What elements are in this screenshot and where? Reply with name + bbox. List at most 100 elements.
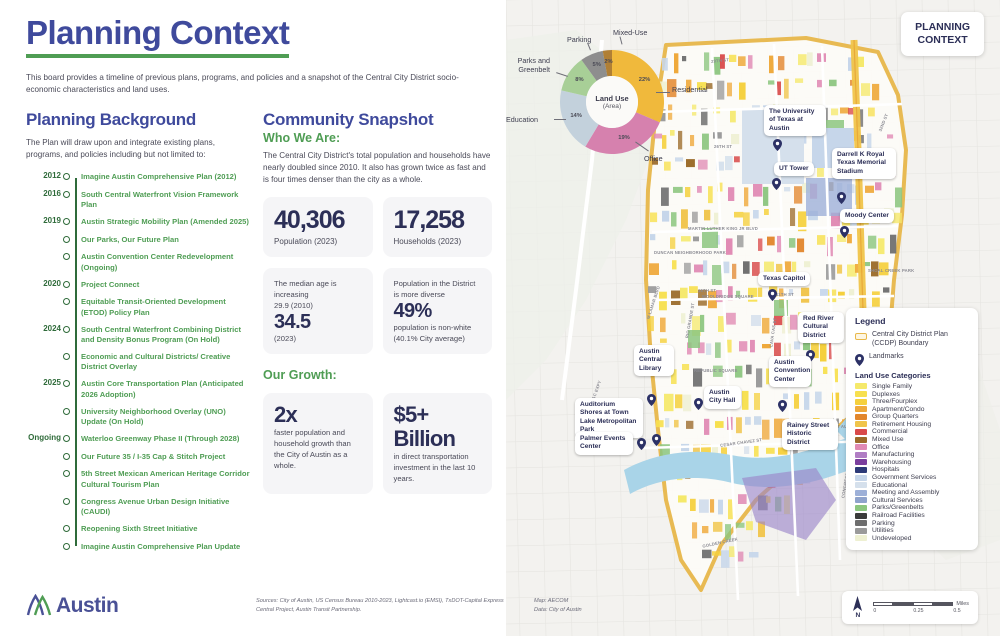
legend-category-row: Hospitals: [855, 466, 969, 473]
timeline-item: Economic and Cultural Districts/ Creativ…: [63, 352, 251, 373]
timeline-dot-icon: [63, 352, 70, 360]
legend-category-label: Parking: [872, 519, 895, 527]
our-growth-heading: Our Growth:: [263, 368, 337, 383]
who-we-are-heading: Who We Are:: [263, 130, 341, 145]
legend-category-label: Parks/Greenbelts: [872, 504, 924, 512]
donut-label-mixed-use: Mixed-Use: [613, 28, 648, 37]
legend-category-row: Educational: [855, 482, 969, 489]
map-pin-icon[interactable]: [694, 398, 703, 410]
legend-category-row: Office: [855, 444, 969, 451]
legend-category-label: Manufacturing: [872, 451, 915, 459]
landmark-label-austin-city-hall[interactable]: Austin City Hall: [704, 386, 741, 409]
donut-percent-label: 14%: [570, 113, 582, 120]
stat-card-population: 40,306 Population (2023): [263, 197, 373, 258]
map-panel[interactable]: 35 29TH ST 26TH ST MARTIN LUTHER KING JR…: [506, 0, 1000, 636]
legend-category-label: Apartment/Condo: [872, 405, 925, 413]
legend-color-swatch: [855, 421, 867, 428]
timeline-label: Project Connect: [81, 279, 140, 289]
landmark-label-ut-austin[interactable]: The University of Texas at Austin: [764, 105, 826, 137]
legend-category-row: Parking: [855, 520, 969, 527]
legend-color-swatch: [855, 474, 867, 481]
map-pin-icon[interactable]: [837, 192, 846, 204]
legend-boundary-label: Central City District Plan (CCDP) Bounda…: [872, 331, 948, 347]
timeline-label: Waterloo Greenway Phase II (Through 2028…: [81, 434, 240, 444]
landmark-label-austin-convention-center[interactable]: Austin Convention Center: [769, 356, 811, 388]
legend-color-swatch: [855, 428, 867, 435]
landmark-label-rainey-street-historic-district[interactable]: Rainey Street Historic District: [782, 419, 838, 451]
landmark-label-austin-central-library[interactable]: Austin Central Library: [634, 345, 674, 377]
legend-color-swatch: [855, 406, 867, 413]
investment-detail: in direct transportation investment in t…: [393, 451, 476, 483]
intro-paragraph: This board provides a timeline of previo…: [26, 72, 459, 94]
timeline-label: Our Future 35 / I-35 Cap & Stitch Projec…: [81, 451, 226, 461]
map-street-label: MARTIN LUTHER KING JR BLVD: [688, 226, 759, 231]
legend-color-swatch: [855, 535, 867, 542]
map-pin-icon[interactable]: [778, 400, 787, 412]
timeline-item: 2016 South Central Waterfront Vision Fram…: [43, 189, 251, 211]
timeline-item: 2024 South Central Waterfront Combining D…: [43, 324, 251, 346]
stat-card-households: 17,258 Households (2023): [382, 197, 492, 258]
donut-slice: [602, 50, 612, 77]
map-pin-icon[interactable]: [768, 289, 777, 301]
donut-slice: [581, 50, 608, 81]
legend-color-swatch: [855, 383, 867, 390]
landmark-label-palmer-events-center[interactable]: Palmer Events Center: [575, 432, 633, 455]
timeline-label: Reopening Sixth Street Initiative: [81, 524, 198, 534]
legend-color-swatch: [855, 497, 867, 504]
timeline-dot-icon: [63, 190, 70, 198]
map-legend: Legend Central City District Plan (CCDP)…: [846, 308, 978, 551]
landmark-label-ut-tower[interactable]: UT Tower: [774, 162, 814, 177]
map-pin-icon[interactable]: [637, 438, 646, 450]
donut-subtitle: (Area): [602, 103, 622, 110]
landmark-label-red-river-cultural-district[interactable]: Red River Cultural District: [798, 312, 844, 344]
legend-category-label: Warehousing: [872, 458, 912, 466]
donut-percent-label: 19%: [618, 135, 630, 142]
community-snapshot-heading: Community Snapshot: [263, 109, 434, 129]
households-caption: Households (2023): [393, 236, 462, 246]
donut-slice: [612, 50, 664, 123]
planning-background-intro: The Plan will draw upon and integrate ex…: [26, 137, 215, 160]
legend-category-label: Duplexes: [872, 390, 900, 398]
landmark-label-moody-center[interactable]: Moody Center: [840, 209, 894, 224]
legend-boundary-row: Central City District Plan (CCDP) Bounda…: [855, 331, 969, 349]
scalebar-ticks: [873, 602, 954, 606]
donut-label-parking: Parking: [567, 35, 592, 44]
legend-category-row: Apartment/Condo: [855, 406, 969, 413]
legend-landmarks-label: Landmarks: [869, 352, 904, 360]
timeline-item: Reopening Sixth Street Initiative: [63, 524, 251, 535]
landmark-label-texas-capitol[interactable]: Texas Capitol: [758, 272, 811, 287]
left-content-panel: Planning Context This board provides a t…: [26, 15, 504, 617]
timeline-item: 5th Street Mexican American Heritage Cor…: [63, 469, 251, 490]
scalebar-tick-0: 0: [873, 608, 877, 614]
donut-slice: [585, 112, 660, 154]
legend-category-label: Single Family: [872, 382, 913, 390]
map-pin-icon: [855, 353, 864, 366]
timeline-item: Imagine Austin Comprehensive Plan Update: [63, 542, 251, 553]
map-pin-icon[interactable]: [652, 434, 661, 446]
legend-category-label: Office: [872, 443, 890, 451]
map-street-label: 15TH ST: [698, 288, 717, 293]
map-credit-source: Map: AECOM: [534, 598, 569, 605]
legend-landmarks-row: Landmarks: [855, 353, 969, 366]
timeline-dot-icon: [63, 497, 70, 505]
map-pin-icon[interactable]: [840, 226, 849, 238]
donut-label-office: Office: [644, 154, 663, 163]
map-pin-icon[interactable]: [773, 139, 782, 151]
legend-category-row: Government Services: [855, 474, 969, 481]
legend-category-label: Mixed Use: [872, 436, 904, 444]
timeline-label: Austin Strategic Mobility Plan (Amended …: [81, 217, 249, 227]
map-pin-icon[interactable]: [772, 178, 781, 190]
diversity-detail: population is non-white: [393, 323, 472, 333]
map-pin-icon[interactable]: [647, 394, 656, 406]
landmark-label-dkr-stadium[interactable]: Darrell K Royal Texas Memorial Stadium: [832, 148, 896, 180]
landmark-label-auditorium-shores[interactable]: Auditorium Shores at Town Lake Metropoli…: [575, 398, 643, 438]
map-credit-data: Data: City of Austin: [534, 606, 582, 613]
legend-category-row: Commercial: [855, 428, 969, 435]
donut-label-education: Education: [506, 115, 538, 124]
timeline-dot-icon: [63, 407, 70, 415]
diversity-value: 49%: [393, 300, 433, 323]
legend-color-swatch: [855, 520, 867, 527]
legend-category-row: Three/Fourplex: [855, 398, 969, 405]
north-letter: N: [855, 612, 861, 619]
sources-note: Sources: City of Austin, US Census Burea…: [256, 598, 504, 613]
